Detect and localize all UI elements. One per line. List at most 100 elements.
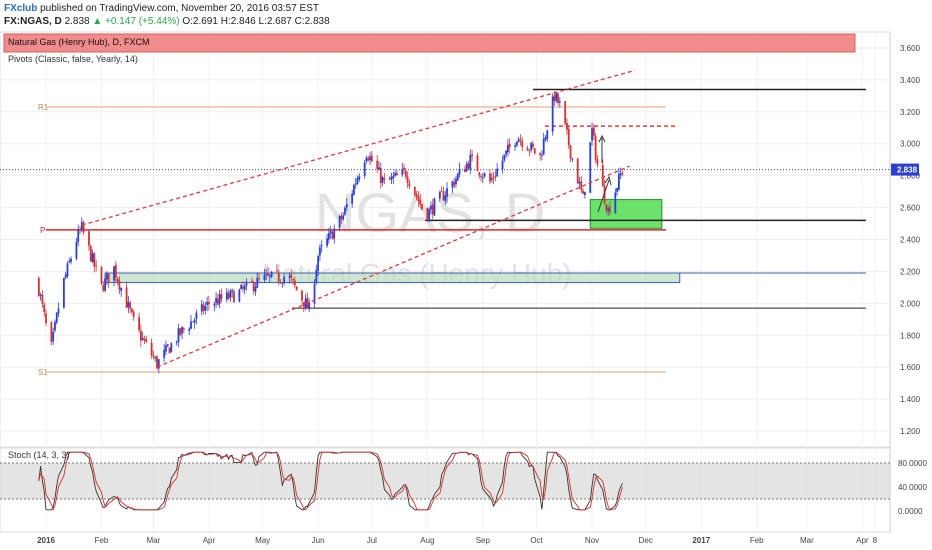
arrow-diag-head — [604, 175, 612, 186]
ohlc-values: O:2.691 H:2.846 L:2.687 C:2.838 — [182, 16, 330, 27]
candle-body — [138, 317, 140, 331]
candle-body — [77, 229, 80, 243]
time-tick-label: Feb — [95, 536, 109, 545]
candle-body — [227, 293, 230, 299]
pivot-label-P: P — [40, 226, 45, 235]
candle-body — [190, 321, 192, 329]
stochastic-oscillator: 80.0000 40.0000 0.0000 — [0, 451, 927, 516]
candle-body — [555, 92, 558, 101]
arrow-diag — [597, 179, 610, 213]
candle-body — [177, 328, 180, 343]
candle-body — [206, 301, 209, 305]
legend-indicator[interactable]: Pivots (Classic, false, Yearly, 14) — [8, 54, 138, 64]
candle-body — [603, 185, 606, 204]
candle-body — [464, 168, 466, 173]
candle-body — [514, 145, 516, 147]
candle-body — [63, 278, 65, 308]
candle-body — [240, 284, 243, 289]
candle-body — [383, 178, 386, 180]
candle-body — [442, 191, 445, 201]
price-tick-label: 1.400 — [900, 395, 921, 404]
candle-body — [621, 172, 624, 174]
candle-body — [170, 343, 173, 352]
candle-body — [616, 188, 619, 192]
price-tick-label: 3.000 — [900, 140, 921, 149]
stoch-d-line — [38, 451, 623, 511]
stoch-tick-label: 80.0000 — [898, 459, 927, 468]
candle-body — [195, 312, 198, 319]
candle-body — [528, 150, 531, 151]
candle-body — [157, 359, 160, 369]
candle-body — [607, 208, 610, 211]
candle-body — [89, 245, 92, 262]
candle-body — [501, 160, 504, 169]
time-tick-label: Sep — [476, 536, 491, 545]
candle-body — [344, 207, 346, 215]
projection-arrows — [597, 134, 612, 213]
candle-body — [438, 192, 441, 199]
brand-logo[interactable]: FXclub — [4, 3, 38, 14]
candle-body — [165, 345, 167, 352]
candle-body — [358, 176, 361, 180]
candle-body — [394, 173, 397, 176]
candle-body — [57, 308, 60, 314]
candle-body — [417, 196, 420, 201]
candle-body — [215, 298, 217, 303]
candle-body — [125, 287, 128, 308]
candle-body — [263, 274, 266, 280]
candle-body — [68, 261, 71, 263]
candle-body — [156, 356, 158, 369]
candle-body — [601, 164, 604, 187]
candle-body — [519, 139, 522, 141]
candle-body — [179, 328, 182, 335]
candle-body — [395, 172, 398, 176]
candle-body — [392, 176, 395, 178]
candle-body — [476, 155, 479, 172]
candle-body — [390, 176, 393, 180]
candle-body — [250, 281, 253, 283]
candle-body — [567, 128, 570, 146]
candle-body — [506, 145, 509, 153]
legend-series[interactable]: Natural Gas (Henry Hub), D, FXCM — [8, 37, 150, 47]
candle-body — [107, 273, 110, 282]
candle-body — [245, 281, 248, 286]
candle-body — [283, 277, 286, 283]
candle-body — [268, 275, 271, 277]
candle-body — [254, 286, 257, 292]
price-tick-label: 3.400 — [900, 76, 921, 85]
candle-body — [181, 327, 183, 334]
candle-body — [338, 216, 341, 228]
stoch-band — [0, 463, 890, 499]
candle-body — [444, 195, 447, 201]
candle-body — [39, 294, 42, 296]
symbol-name[interactable]: FX:NGAS, D — [4, 16, 62, 27]
candle-body — [79, 229, 81, 231]
stoch-label[interactable]: Stoch (14, 3, 3) — [8, 450, 70, 460]
candle-body — [267, 273, 269, 276]
candle-body — [617, 173, 620, 190]
time-tick-label: Apr — [203, 536, 216, 545]
price-tick-label: 2.200 — [900, 267, 921, 276]
candle-body — [166, 344, 169, 347]
candle-body — [277, 272, 280, 282]
price-tick-label: 1.600 — [900, 363, 921, 372]
candle-body — [129, 302, 132, 309]
candle-body — [143, 338, 146, 341]
candle-body — [440, 191, 443, 193]
candle-body — [52, 331, 55, 342]
candle-body — [458, 168, 461, 175]
price-tick-label: 2.000 — [900, 299, 921, 308]
price-tick-label: 3.600 — [900, 44, 921, 53]
last-price: 2.838 — [64, 16, 90, 27]
time-axis: 2016 Feb Mar Apr May Jun Jul Aug Sep Oct Nov Dec 201… — [37, 536, 878, 545]
candle-body — [467, 163, 470, 169]
candle-body — [381, 177, 384, 183]
candle-body — [45, 313, 47, 324]
candle-body — [492, 176, 495, 178]
candle-body — [533, 148, 536, 154]
candle-body — [41, 294, 44, 304]
candle-body — [43, 304, 46, 313]
publish-info: published on TradingView.com, November 2… — [40, 3, 320, 14]
candle-body — [193, 319, 196, 323]
